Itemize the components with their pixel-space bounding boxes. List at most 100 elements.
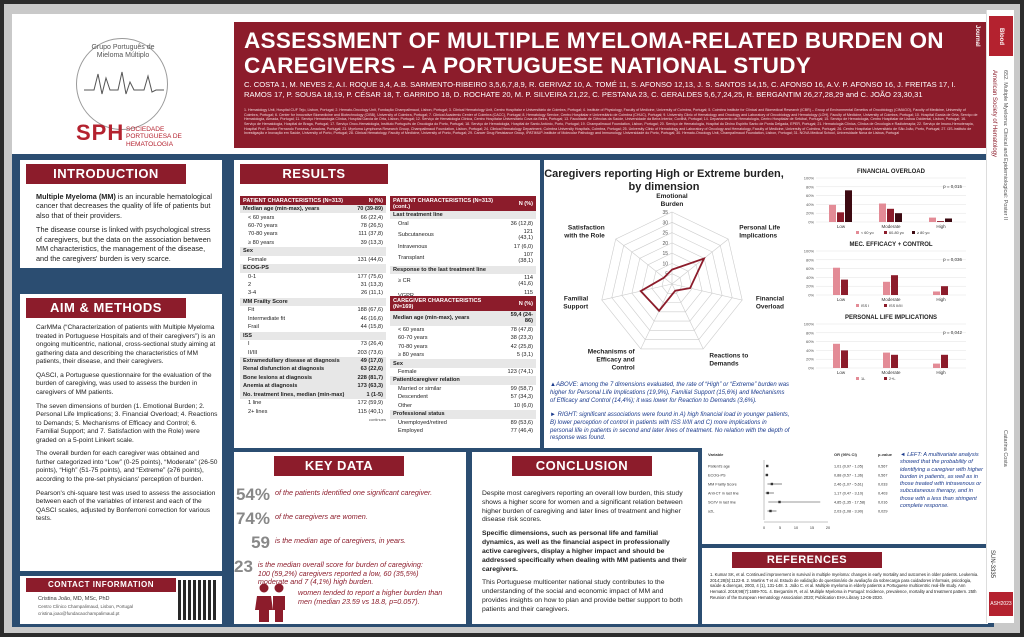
legend-label: 1L <box>861 377 865 381</box>
table-header-cell: PATIENT CHARACTERISTICS (N=313) (cont.) <box>390 196 506 211</box>
table-row: Median age (min-max), years 59,4 (24-86) <box>390 311 536 326</box>
table-cell: 70-80 years <box>398 343 428 350</box>
heartbeat-icon <box>84 71 164 95</box>
author-list: C. COSTA 1, M. NEVES 2, A.I. ROQUE 3,4, … <box>244 80 956 99</box>
table1-wrap: PATIENT CHARACTERISTICS (N=313) N (%) Medi… <box>240 196 386 422</box>
aim-p2: QASCI, a Portuguese questionnaire for th… <box>36 371 212 396</box>
poster-code: SUN-3335 <box>989 550 995 579</box>
radar-axis-label: Implications <box>739 233 777 240</box>
intro-heading: INTRODUCTION <box>26 164 186 184</box>
forest-pvalue: 0,403 <box>878 492 888 496</box>
forest-or: 4,85 (1,35 - 17,58) <box>834 501 866 505</box>
bar-category-label: High <box>936 224 946 229</box>
table-row: Female 123 (74,1) <box>390 368 536 376</box>
table-cell: 77 (46,4) <box>510 428 533 435</box>
legend-swatch <box>856 377 859 380</box>
patient-characteristics-table: PATIENT CHARACTERISTICS (N=313) N (%) Medi… <box>240 196 386 416</box>
table-row: Renal disfunction at diagnosis 63 (22,6) <box>240 365 386 374</box>
table-cell <box>352 264 386 273</box>
radar-axis-label: Mechanisms of <box>588 349 636 356</box>
table-cell: 57 (34,3) <box>510 394 533 401</box>
keydata-text: of the caregivers are women. <box>275 512 368 521</box>
bar <box>945 218 952 222</box>
table-cell: 0-1 <box>248 273 257 280</box>
forest-point <box>766 491 769 495</box>
aim-panel: AIM & METHODS CarMMa (“Characterization … <box>20 294 222 571</box>
table-cell: Transplant <box>398 255 425 262</box>
radar-title: Caregivers reporting High or Extreme bur… <box>544 168 784 194</box>
table-row: 2+ lines 115 (40,1) <box>240 408 386 416</box>
legend-swatch <box>884 231 887 234</box>
intro-panel: INTRODUCTION Multiple Myeloma (MM) is an… <box>20 160 222 268</box>
table-row: Fit 188 (67,6) <box>240 306 386 314</box>
forest-plot: Variable OR (95% CI) p-value Patient's age 1… <box>708 452 893 530</box>
bar <box>933 291 940 295</box>
table-cell: 78 (47,8) <box>510 326 533 333</box>
table-cell: 31 (13,3) <box>360 282 383 289</box>
table-row: Transplant 107 (38,1) <box>390 251 536 266</box>
aim-body: CarMMa (“Characterization of patients wi… <box>36 324 218 529</box>
bar <box>895 213 902 222</box>
radar-spoke <box>671 283 743 301</box>
contact-email[interactable]: cristina.joao@fundacaochampalimaud.pt <box>38 611 120 616</box>
radar-grid-ring <box>651 263 693 303</box>
table-cell: 173 (63,3) <box>352 382 386 391</box>
legend-swatch <box>856 231 859 234</box>
table-cell: MM Frailty Score <box>240 297 353 307</box>
table-cell: 177 (75,6) <box>357 273 384 280</box>
table-row: Female 131 (44,6) <box>240 256 386 264</box>
table-row: Unemployed/retired 89 (53,6) <box>390 419 536 427</box>
radar-axis-label: with the Role <box>563 233 605 240</box>
forest-or: 2,46 (1,07 - 5,61) <box>834 483 864 487</box>
forest-variable: SC/IV in last line <box>708 501 736 505</box>
bar <box>845 190 852 222</box>
bar-tick-label: 40% <box>806 348 814 353</box>
forest-point <box>770 482 774 486</box>
table-cell: Female <box>398 368 417 375</box>
radar-axis-label: Satisfaction <box>568 225 605 232</box>
radar-spoke <box>671 283 704 349</box>
charts-panel: Caregivers reporting High or Extreme bur… <box>544 160 988 448</box>
legend-label: ≥ 80 yo <box>917 231 929 235</box>
sidebar-society: American Society of Hematology <box>991 70 997 158</box>
table-cell: ECOG-PS <box>240 264 353 273</box>
table-cell <box>500 410 536 419</box>
table-cell: Female <box>248 256 267 263</box>
forest-or: 1,17 (0,47 - 3,10) <box>834 492 864 496</box>
bar-tick-label: 20% <box>806 211 814 216</box>
conclusion-heading: CONCLUSION <box>512 456 652 476</box>
qr-code-icon[interactable] <box>178 580 218 620</box>
radar-axis-label: Overload <box>756 304 784 311</box>
table-cell: Sex <box>240 247 353 256</box>
intro-body: Multiple Myeloma (MM) is an incurable he… <box>36 192 216 268</box>
logo-text: Grupo Português de Mieloma Múltiplo <box>91 44 155 60</box>
contact-name: Cristina João, MD, MSc, PhD <box>38 596 110 602</box>
forest-variable: Patient's age <box>708 465 730 469</box>
bar-category-label: Low <box>837 297 846 302</box>
table-cell: Sex <box>390 359 501 368</box>
table-cell: Married or similar <box>398 385 442 392</box>
table-cell: Employed <box>398 428 423 435</box>
table-cell: Subcutaneous <box>398 232 434 239</box>
bar-category-label: Moderate <box>881 297 901 302</box>
poster-header: Grupo Português de Mieloma Múltiplo SPH … <box>12 14 994 154</box>
radar-axis-label: Demands <box>709 361 739 368</box>
table-cell: 38 (23,3) <box>510 335 533 342</box>
keydata-text: is the median overall score for burden o… <box>257 560 423 587</box>
table-cell: ≥ CR <box>398 278 411 285</box>
table-cell: I <box>248 341 250 348</box>
bar-tick-label: 0% <box>808 220 814 225</box>
table-cell: 42 (25,8) <box>510 343 533 350</box>
table-row: 60-70 years 38 (23,3) <box>390 334 536 342</box>
table-cell: Median age (min-max), years <box>390 311 501 326</box>
keydata-panel: KEY DATA 54% of the patients identified o… <box>234 452 466 624</box>
forest-point <box>765 473 769 477</box>
bar-tick-label: 80% <box>806 330 814 335</box>
table-cell: 228 (81,7) <box>352 373 386 383</box>
table-cell: Last treatment line <box>390 211 506 220</box>
table-cell <box>352 331 386 340</box>
logo-circle <box>76 38 168 130</box>
table-cell <box>505 211 536 220</box>
radar-spoke <box>601 283 673 301</box>
table-cell: 66 (22,4) <box>360 214 383 221</box>
